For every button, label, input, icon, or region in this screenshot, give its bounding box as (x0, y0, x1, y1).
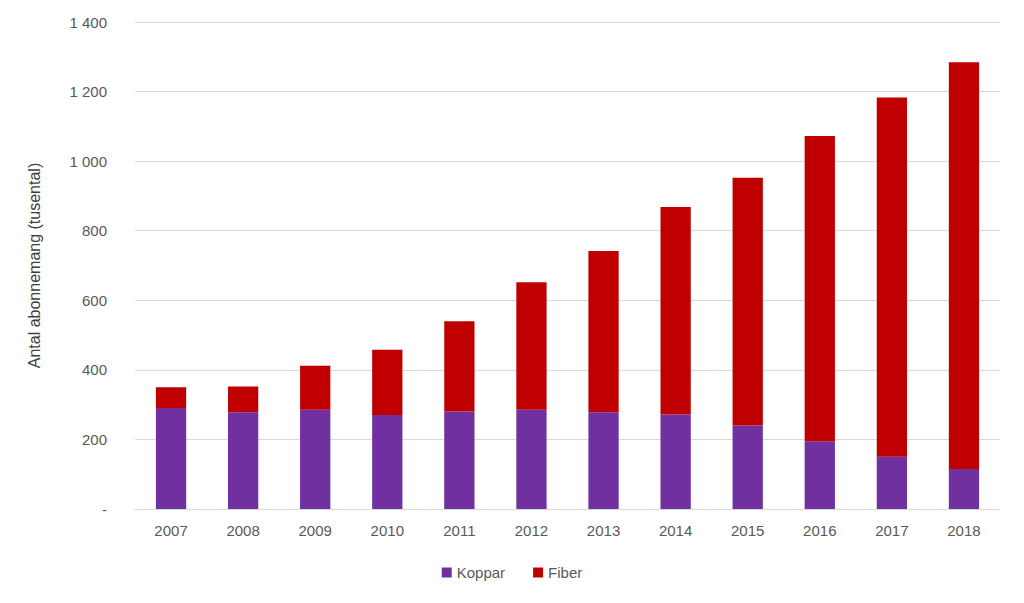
svg-text:2010: 2010 (371, 522, 404, 539)
svg-text:2017: 2017 (875, 522, 908, 539)
svg-text:Koppar: Koppar (457, 564, 505, 581)
svg-text:800: 800 (82, 222, 107, 239)
svg-text:1 200: 1 200 (69, 83, 107, 100)
svg-text:1 400: 1 400 (69, 14, 107, 31)
svg-text:2016: 2016 (803, 522, 836, 539)
svg-text:1 000: 1 000 (69, 153, 107, 170)
svg-text:2009: 2009 (299, 522, 332, 539)
svg-text:2015: 2015 (731, 522, 764, 539)
svg-text:600: 600 (82, 292, 107, 309)
svg-text:2011: 2011 (443, 522, 475, 539)
svg-text:-: - (102, 501, 107, 518)
svg-text:2008: 2008 (226, 522, 259, 539)
svg-text:200: 200 (82, 431, 107, 448)
svg-text:2007: 2007 (154, 522, 187, 539)
svg-text:2018: 2018 (947, 522, 980, 539)
svg-text:Antal abonnemang (tusental): Antal abonnemang (tusental) (26, 163, 43, 368)
svg-text:2012: 2012 (515, 522, 548, 539)
svg-text:2014: 2014 (659, 522, 692, 539)
svg-text:400: 400 (82, 361, 107, 378)
svg-text:2013: 2013 (587, 522, 620, 539)
svg-text:Fiber: Fiber (548, 564, 582, 581)
